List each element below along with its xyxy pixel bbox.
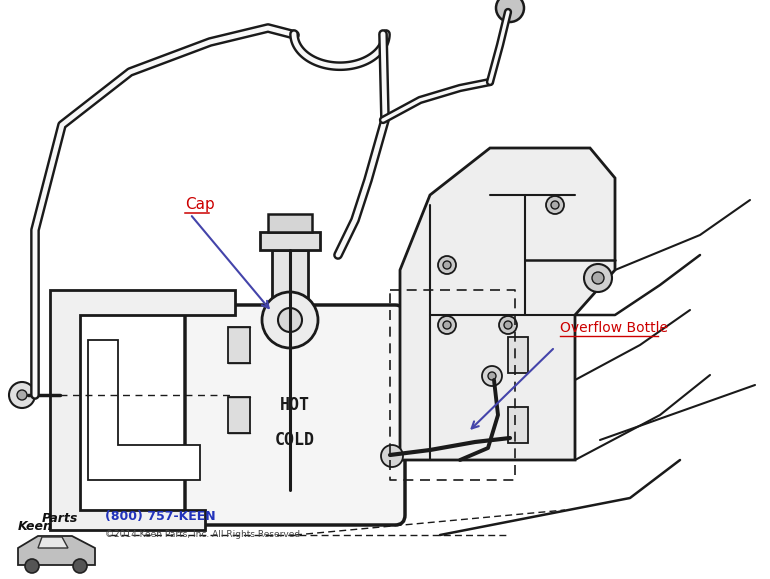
Bar [260,232,320,250]
Circle shape [9,382,35,408]
Text: Cap: Cap [185,197,215,212]
Bar [508,337,528,373]
Circle shape [443,261,451,269]
Circle shape [482,366,502,386]
Polygon shape [50,290,235,530]
Bar [508,407,528,443]
Circle shape [73,559,87,573]
Bar [228,397,250,433]
Circle shape [278,308,302,332]
Text: Parts: Parts [42,512,79,525]
Circle shape [25,559,39,573]
Text: Keen: Keen [18,520,53,533]
Circle shape [17,390,27,400]
Circle shape [551,201,559,209]
Bar [272,250,308,310]
Circle shape [504,321,512,329]
Circle shape [496,0,524,22]
Polygon shape [18,536,95,565]
Circle shape [262,292,318,348]
Circle shape [546,196,564,214]
Circle shape [438,256,456,274]
Bar [228,327,250,363]
FancyBboxPatch shape [185,305,405,525]
Bar [268,214,312,232]
Polygon shape [38,537,68,548]
Circle shape [592,272,604,284]
Circle shape [443,321,451,329]
Text: HOT: HOT [280,396,310,414]
Circle shape [499,316,517,334]
Circle shape [488,372,496,380]
Polygon shape [88,340,200,480]
Circle shape [381,445,403,467]
Circle shape [438,316,456,334]
Circle shape [584,264,612,292]
Text: COLD: COLD [275,431,315,449]
Polygon shape [400,148,615,460]
Text: ©2014 Keen Parts, Inc. All Rights Reserved: ©2014 Keen Parts, Inc. All Rights Reserv… [105,530,300,539]
Text: Overflow Bottle: Overflow Bottle [560,321,668,335]
Text: (800) 757-KEEN: (800) 757-KEEN [105,510,216,523]
